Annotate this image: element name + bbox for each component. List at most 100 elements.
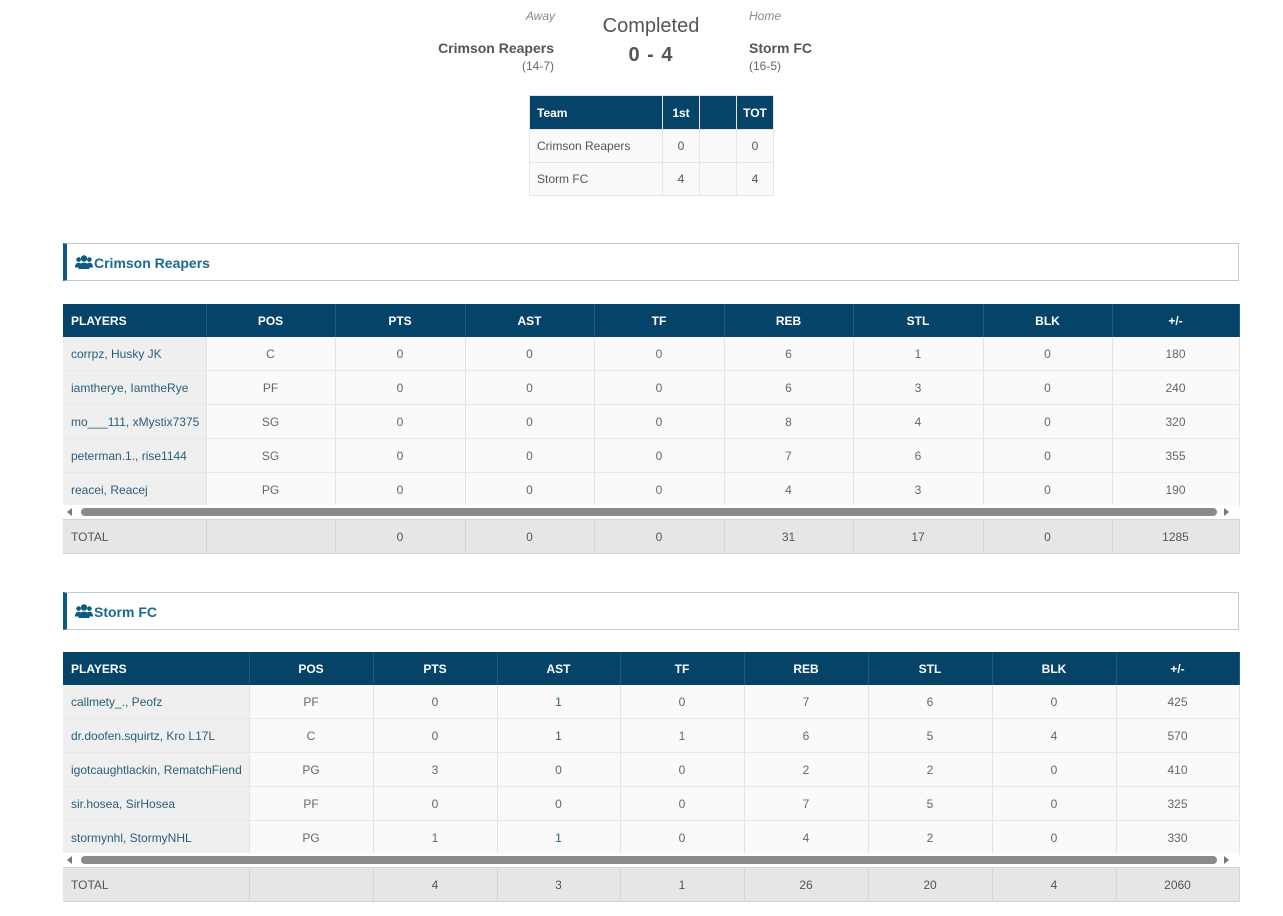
line-score-q1: 4	[662, 162, 700, 196]
scroll-right-arrow-icon[interactable]	[1224, 508, 1229, 516]
player-ast: 1	[497, 820, 621, 855]
col-reb[interactable]: REB	[744, 652, 869, 685]
player-plus-minus: 320	[1112, 404, 1240, 439]
col-pts[interactable]: PTS	[335, 304, 466, 337]
player-stl: 6	[868, 685, 993, 719]
player-reb: 6	[744, 718, 869, 753]
totals-table-home: TOTAL 4 3 1 26 20 4 2060	[63, 867, 1240, 902]
horizontal-scrollbar[interactable]	[63, 505, 1239, 519]
col-players[interactable]: PLAYERS	[63, 304, 207, 337]
player-row: mo___111, xMystix7375 SG 0 0 0 8 4 0 320	[63, 404, 1240, 439]
player-pts: 0	[335, 438, 466, 473]
line-score-header: Team 1st TOT	[529, 95, 774, 130]
player-stl: 4	[853, 404, 984, 439]
player-tf: 0	[620, 820, 745, 855]
player-pos: PF	[249, 786, 374, 821]
player-pts: 0	[335, 337, 466, 371]
col-reb[interactable]: REB	[724, 304, 854, 337]
player-row: corrpz, Husky JK C 0 0 0 6 1 0 180	[63, 337, 1240, 371]
player-name-link[interactable]: dr.doofen.squirtz, Kro L17L	[63, 718, 250, 753]
player-row: sir.hosea, SirHosea PF 0 0 0 7 5 0 325	[63, 786, 1240, 821]
col-pos[interactable]: POS	[249, 652, 374, 685]
col-stl[interactable]: STL	[868, 652, 993, 685]
horizontal-scrollbar[interactable]	[63, 853, 1239, 867]
totals-blk: 0	[983, 519, 1113, 554]
team-section-title: Storm FC	[94, 604, 157, 620]
game-score: 0 - 4	[628, 44, 674, 66]
player-plus-minus: 190	[1112, 472, 1240, 507]
player-reb: 2	[744, 752, 869, 787]
totals-label: TOTAL	[63, 519, 207, 554]
totals-reb: 31	[724, 519, 854, 554]
player-reb: 7	[724, 438, 854, 473]
col-tf[interactable]: TF	[594, 304, 725, 337]
col-pts[interactable]: PTS	[373, 652, 498, 685]
player-plus-minus: 180	[1112, 337, 1240, 371]
player-name-link[interactable]: mo___111, xMystix7375	[63, 404, 207, 439]
line-score-q1: 0	[662, 129, 700, 163]
scroll-left-arrow-icon[interactable]	[67, 856, 72, 864]
scrollbar-thumb[interactable]	[81, 508, 1217, 516]
col-blk[interactable]: BLK	[983, 304, 1113, 337]
player-name-link[interactable]: corrpz, Husky JK	[63, 337, 207, 371]
line-score-col-tot: TOT	[736, 95, 774, 130]
player-name-link[interactable]: iamtherye, IamtheRye	[63, 370, 207, 405]
player-plus-minus: 410	[1116, 752, 1240, 787]
player-stl: 5	[868, 786, 993, 821]
home-team-record: (16-5)	[749, 59, 782, 73]
col-ast[interactable]: AST	[465, 304, 595, 337]
player-ast: 0	[465, 404, 595, 439]
player-row: peterman.1., rise1144 SG 0 0 0 7 6 0 355	[63, 438, 1240, 473]
player-pts: 0	[335, 404, 466, 439]
col-stl[interactable]: STL	[853, 304, 984, 337]
player-blk: 0	[992, 752, 1117, 787]
player-name-link[interactable]: stormynhl, StormyNHL	[63, 820, 250, 855]
line-score-col-team: Team	[529, 95, 663, 130]
totals-ast: 0	[465, 519, 595, 554]
col-ast[interactable]: AST	[497, 652, 621, 685]
col-plus-minus[interactable]: +/-	[1112, 304, 1240, 337]
line-score-col-1st: 1st	[662, 95, 700, 130]
player-blk: 0	[992, 685, 1117, 719]
player-name-link[interactable]: igotcaughtlackin, RematchFiend	[63, 752, 250, 787]
player-name-link[interactable]: sir.hosea, SirHosea	[63, 786, 250, 821]
col-blk[interactable]: BLK	[992, 652, 1117, 685]
totals-stl: 20	[868, 867, 993, 902]
line-score-team: Storm FC	[529, 162, 663, 196]
player-tf: 0	[594, 472, 725, 507]
home-team-name[interactable]: Storm FC	[749, 40, 812, 56]
col-plus-minus[interactable]: +/-	[1116, 652, 1240, 685]
player-name-link[interactable]: reacei, Reacej	[63, 472, 207, 507]
line-score-row: Storm FC 4 4	[529, 162, 774, 196]
col-pos[interactable]: POS	[206, 304, 336, 337]
totals-stl: 17	[853, 519, 984, 554]
player-blk: 4	[992, 718, 1117, 753]
player-pts: 1	[373, 820, 498, 855]
player-reb: 8	[724, 404, 854, 439]
player-tf: 0	[620, 786, 745, 821]
scroll-left-arrow-icon[interactable]	[67, 508, 72, 516]
player-name-link[interactable]: callmety_., Peofz	[63, 685, 250, 719]
line-score-tot: 0	[736, 129, 774, 163]
away-team-record: (14-7)	[521, 59, 554, 73]
player-pos: C	[249, 718, 374, 753]
scroll-right-arrow-icon[interactable]	[1224, 856, 1229, 864]
away-label: Away	[525, 9, 555, 23]
totals-plus-minus: 2060	[1116, 867, 1240, 902]
col-players[interactable]: PLAYERS	[63, 652, 250, 685]
col-tf[interactable]: TF	[620, 652, 745, 685]
player-row: callmety_., Peofz PF 0 1 0 7 6 0 425	[63, 685, 1240, 719]
player-stl: 1	[853, 337, 984, 371]
player-tf: 0	[620, 685, 745, 719]
team-section-header-home: Storm FC	[63, 592, 1239, 630]
player-pts: 0	[373, 718, 498, 753]
scrollbar-thumb[interactable]	[81, 856, 1217, 864]
player-ast: 0	[465, 438, 595, 473]
totals-blk: 4	[992, 867, 1117, 902]
box-score-header: PLAYERS POS PTS AST TF REB STL BLK +/-	[63, 652, 1240, 685]
player-row: stormynhl, StormyNHL PG 1 1 0 4 2 0 330	[63, 820, 1240, 855]
away-team-name[interactable]: Crimson Reapers	[438, 40, 554, 56]
team-section-title: Crimson Reapers	[94, 255, 210, 271]
player-name-link[interactable]: peterman.1., rise1144	[63, 438, 207, 473]
player-ast: 0	[465, 370, 595, 405]
